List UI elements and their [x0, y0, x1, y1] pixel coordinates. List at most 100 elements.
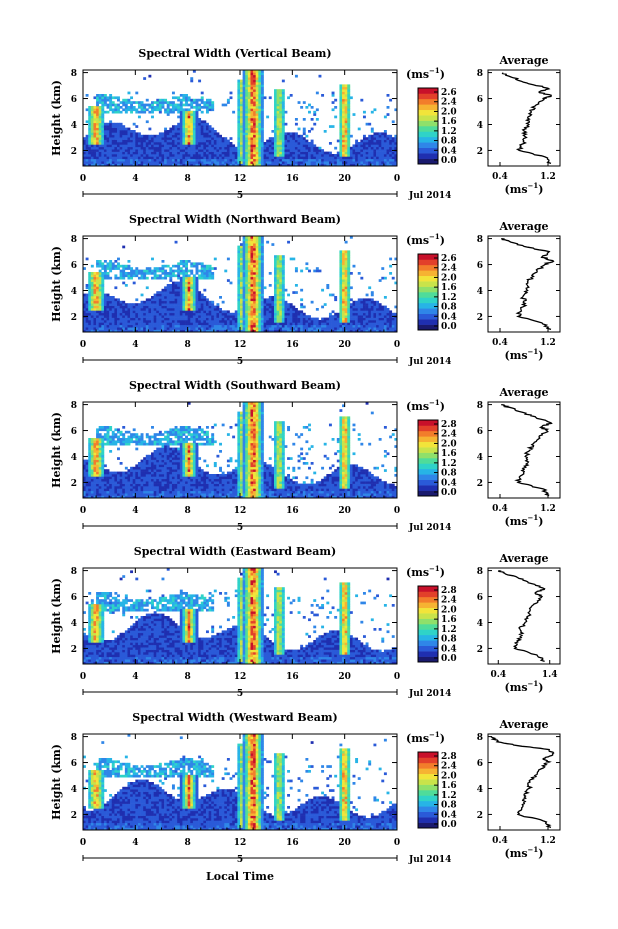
heatmap-cell	[208, 106, 212, 109]
heatmap-cell	[289, 154, 293, 157]
heatmap-cell	[334, 298, 338, 302]
heatmap-cell	[342, 320, 345, 323]
heatmap-cell	[368, 139, 372, 143]
heatmap-cell	[339, 120, 343, 124]
heatmap-cell	[294, 156, 298, 160]
heatmap-cell	[171, 125, 175, 128]
heatmap-cell	[190, 163, 194, 167]
heatmap-cell	[253, 134, 256, 138]
heatmap-cell	[182, 108, 186, 112]
heatmap-cell	[156, 296, 160, 299]
heatmap-cell	[203, 267, 207, 270]
heatmap-cell	[294, 74, 298, 78]
heatmap-cell	[185, 94, 188, 97]
heatmap-cell	[305, 327, 309, 330]
heatmap-cell	[93, 288, 97, 292]
heatmap-cell	[90, 320, 94, 323]
heatmap-cell	[195, 115, 199, 119]
heatmap-cell	[302, 312, 306, 316]
heatmap-cell	[242, 267, 246, 270]
heatmap-cell	[85, 154, 89, 157]
heatmap-cell	[342, 144, 345, 148]
heatmap-cell	[247, 130, 251, 133]
heatmap-cell	[111, 108, 115, 112]
heatmap-cell	[232, 158, 236, 162]
heatmap-cell	[187, 127, 191, 131]
heatmap-cell	[190, 151, 194, 155]
heatmap-cell	[171, 101, 175, 104]
heatmap-cell	[315, 158, 319, 162]
heatmap-cell	[342, 134, 345, 138]
heatmap-cell	[161, 260, 165, 263]
heatmap-cell	[297, 322, 301, 326]
heatmap-cell	[85, 308, 89, 311]
heatmap-cell	[187, 118, 191, 121]
heatmap-cell	[96, 127, 99, 131]
heatmap-cell	[394, 151, 398, 155]
heatmap-cell	[200, 144, 204, 148]
heatmap-cell	[98, 106, 102, 109]
x-tick-label: 0	[394, 340, 400, 350]
heatmap-cell	[179, 120, 183, 124]
heatmap-cell	[260, 288, 264, 292]
heatmap-cell	[221, 315, 225, 318]
heatmap-cell	[185, 151, 188, 155]
heatmap-cell	[247, 115, 251, 119]
heatmap-cell	[158, 142, 162, 145]
heatmap-cell	[179, 106, 183, 109]
heatmap-cell	[182, 110, 186, 114]
heatmap-cell	[342, 264, 345, 268]
heatmap-cell	[321, 288, 325, 292]
heatmap-cell	[229, 322, 233, 326]
heatmap-cell	[336, 320, 340, 323]
heatmap-cell	[247, 279, 251, 282]
heatmap-cell	[255, 72, 259, 76]
heatmap-cell	[124, 130, 128, 133]
heatmap-cell	[140, 322, 144, 326]
heatmap-cell	[245, 161, 249, 164]
heatmap-cell	[145, 120, 149, 124]
heatmap-cell	[203, 127, 207, 131]
heatmap-cell	[96, 286, 99, 290]
heatmap-cell	[234, 312, 238, 316]
heatmap-cell	[381, 329, 385, 333]
heatmap-cell	[205, 312, 209, 316]
heatmap-cell	[158, 149, 162, 152]
heatmap-cell	[234, 163, 238, 167]
heatmap-cell	[313, 163, 317, 167]
heatmap-cell	[124, 142, 128, 145]
heatmap-cell	[370, 305, 374, 309]
heatmap-cell	[373, 134, 377, 138]
heatmap-cell	[365, 303, 369, 306]
heatmap-cell	[122, 269, 126, 273]
heatmap-cell	[182, 320, 186, 323]
heatmap-cell	[200, 308, 204, 311]
heatmap-cell	[255, 89, 259, 92]
heatmap-cell	[98, 130, 102, 133]
heatmap-cell	[182, 132, 186, 136]
heatmap-cell	[302, 151, 306, 155]
heatmap-cell	[130, 324, 134, 328]
heatmap-cell	[263, 324, 267, 328]
heatmap-cell	[179, 324, 183, 328]
heatmap-cell	[266, 300, 270, 304]
heatmap-cell	[96, 108, 99, 112]
heatmap-cell	[101, 163, 105, 167]
heatmap-cell	[247, 327, 251, 330]
heatmap-cell	[137, 144, 141, 148]
heatmap-cell	[198, 130, 202, 133]
heatmap-cell	[250, 84, 254, 88]
heatmap-cell	[240, 134, 243, 138]
heatmap-cell	[122, 142, 126, 145]
heatmap-cell	[111, 125, 115, 128]
heatmap-cell	[169, 284, 173, 287]
heatmap-cell	[109, 139, 113, 143]
heatmap-cell	[208, 310, 212, 314]
heatmap-cell	[85, 139, 89, 143]
heatmap-cell	[258, 274, 262, 278]
heatmap-cell	[148, 322, 152, 326]
heatmap-cell	[177, 310, 181, 314]
heatmap-cell	[195, 281, 199, 285]
heatmap-cell	[164, 142, 168, 145]
heatmap-cell	[232, 110, 236, 114]
